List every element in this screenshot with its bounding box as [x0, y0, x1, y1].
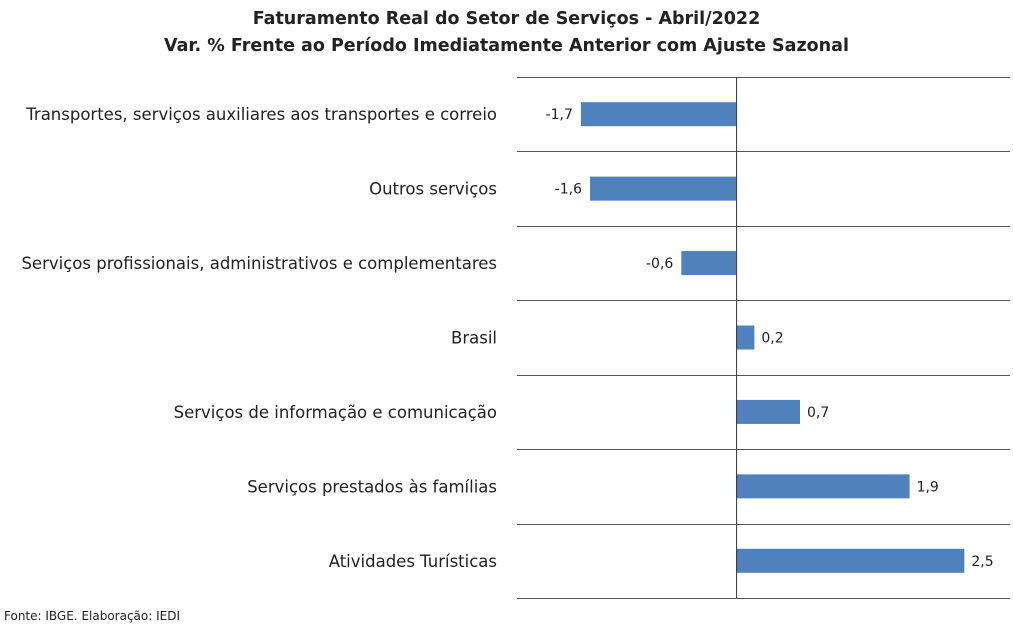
- category-label: Transportes, serviços auxiliares aos tra…: [25, 105, 497, 124]
- category-label: Outros serviços: [369, 180, 497, 199]
- source-note: Fonte: IBGE. Elaboração: IEDI: [4, 609, 181, 623]
- chart-title: Faturamento Real do Setor de Serviços - …: [252, 9, 761, 29]
- data-label: -0,6: [646, 256, 673, 272]
- bar: [590, 176, 737, 201]
- category-label: Serviços prestados às famílias: [247, 477, 497, 496]
- bar: [736, 399, 801, 424]
- chart-title-block: Faturamento Real do Setor de Serviços - …: [0, 6, 1013, 60]
- bar: [736, 474, 910, 499]
- data-label: 1,9: [917, 479, 939, 495]
- category-label: Atividades Turísticas: [329, 552, 497, 571]
- data-label: -1,6: [555, 182, 582, 198]
- chart-subtitle: Var. % Frente ao Período Imediatamente A…: [164, 36, 849, 56]
- category-label: Serviços profissionais, administrativos …: [21, 254, 497, 273]
- bar: [736, 548, 965, 573]
- category-label: Serviços de informação e comunicação: [174, 403, 497, 422]
- bar: [681, 251, 737, 276]
- data-label: 2,5: [971, 554, 993, 570]
- data-label: 0,2: [761, 331, 783, 347]
- bar: [736, 325, 755, 350]
- data-label: -1,7: [546, 107, 573, 123]
- category-label: Brasil: [451, 329, 497, 348]
- bar: [580, 102, 737, 127]
- data-label: 0,7: [807, 405, 829, 421]
